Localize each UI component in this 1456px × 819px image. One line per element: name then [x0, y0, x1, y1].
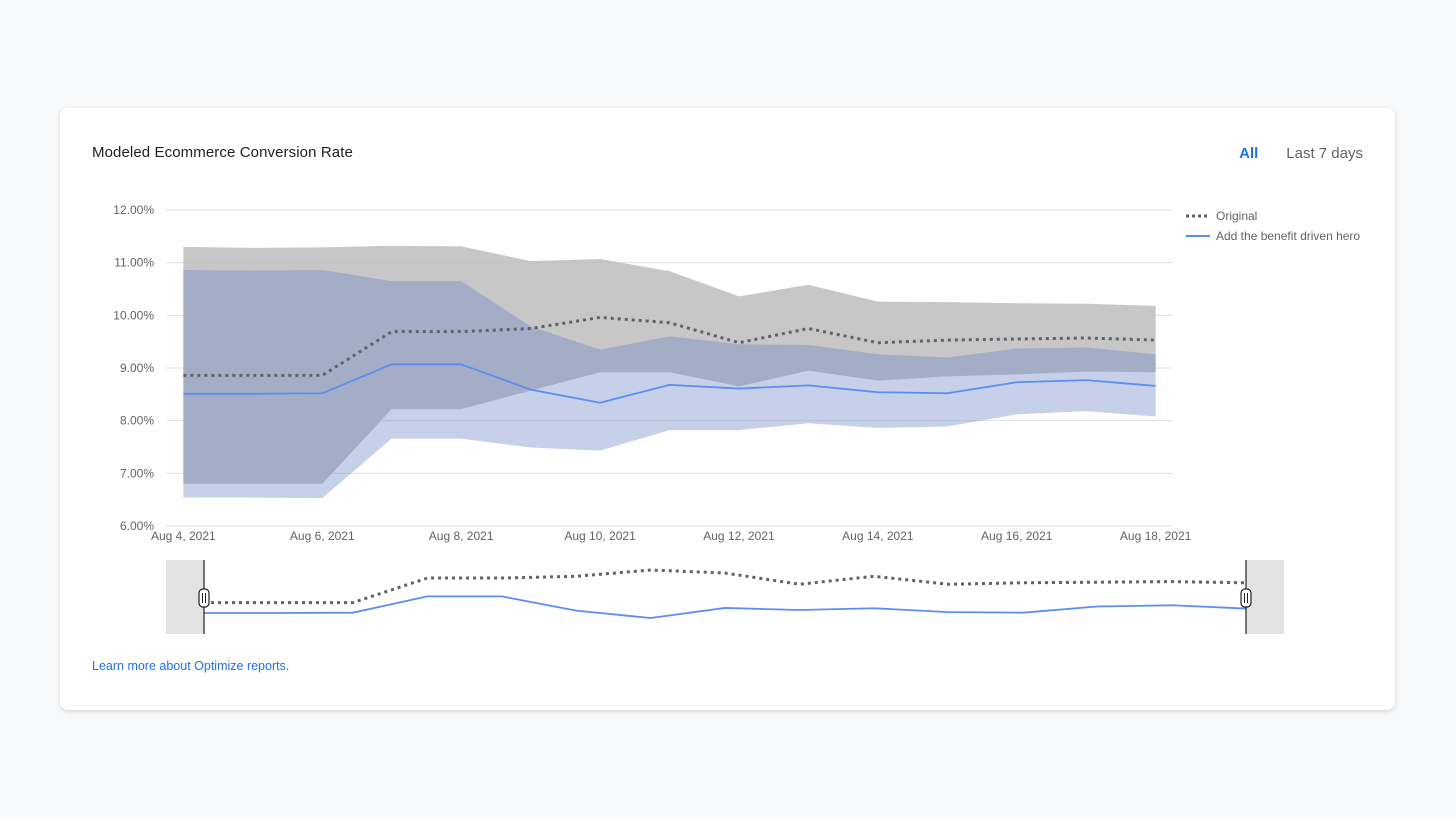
chart-card: Modeled Ecommerce Conversion Rate All La… [60, 108, 1395, 710]
y-tick-label: 8.00% [120, 414, 154, 428]
range-selector[interactable] [166, 560, 1284, 634]
learn-more-link[interactable]: Learn more about Optimize reports. [92, 659, 290, 673]
range-tab-last-7-days[interactable]: Last 7 days [1286, 145, 1363, 162]
range-handle-left[interactable] [198, 588, 210, 608]
range-selector-left-mask [166, 560, 204, 634]
x-tick-label: Aug 14, 2021 [842, 529, 914, 543]
legend-item-original[interactable]: Original [1186, 209, 1257, 223]
y-axis: 6.00% 7.00% 8.00% 9.00% 10.00% 11.00% 12.00% [113, 203, 154, 533]
x-tick-label: Aug 8, 2021 [429, 529, 494, 543]
confidence-bands [183, 245, 1156, 499]
mini-line-variant [204, 595, 1247, 619]
legend-label-original: Original [1216, 209, 1257, 223]
chart-title: Modeled Ecommerce Conversion Rate [92, 144, 353, 161]
range-selector-right-mask [1246, 560, 1284, 634]
range-selector-preview [204, 568, 1247, 619]
y-tick-label: 10.00% [113, 308, 154, 322]
x-tick-label: Aug 16, 2021 [981, 529, 1053, 543]
x-tick-label: Aug 12, 2021 [703, 529, 775, 543]
y-tick-label: 11.00% [114, 256, 154, 270]
x-tick-label: Aug 10, 2021 [564, 529, 636, 543]
x-axis: Aug 4, 2021 Aug 6, 2021 Aug 8, 2021 Aug 10,… [151, 529, 1192, 543]
range-handle-right[interactable] [1240, 588, 1252, 608]
legend-label-variant: Add the benefit driven hero [1216, 229, 1360, 243]
y-tick-label: 6.00% [120, 519, 154, 533]
y-tick-label: 12.00% [113, 203, 154, 217]
legend-item-variant[interactable]: Add the benefit driven hero [1186, 229, 1360, 243]
conversion-rate-chart: 6.00% 7.00% 8.00% 9.00% 10.00% 11.00% 12.00% A… [113, 203, 1360, 634]
range-tabs: All Last 7 days [1239, 145, 1363, 162]
series-lines [183, 315, 1156, 404]
range-tab-all[interactable]: All [1239, 145, 1259, 162]
x-tick-label: Aug 6, 2021 [290, 529, 355, 543]
y-tick-label: 7.00% [120, 466, 154, 480]
mini-line-original [204, 568, 1247, 605]
x-tick-label: Aug 18, 2021 [1120, 529, 1192, 543]
y-tick-label: 9.00% [120, 361, 154, 375]
chart-legend: Original Add the benefit driven hero [1186, 209, 1360, 243]
confidence-band-original [183, 245, 1156, 484]
x-tick-label: Aug 4, 2021 [151, 529, 216, 543]
